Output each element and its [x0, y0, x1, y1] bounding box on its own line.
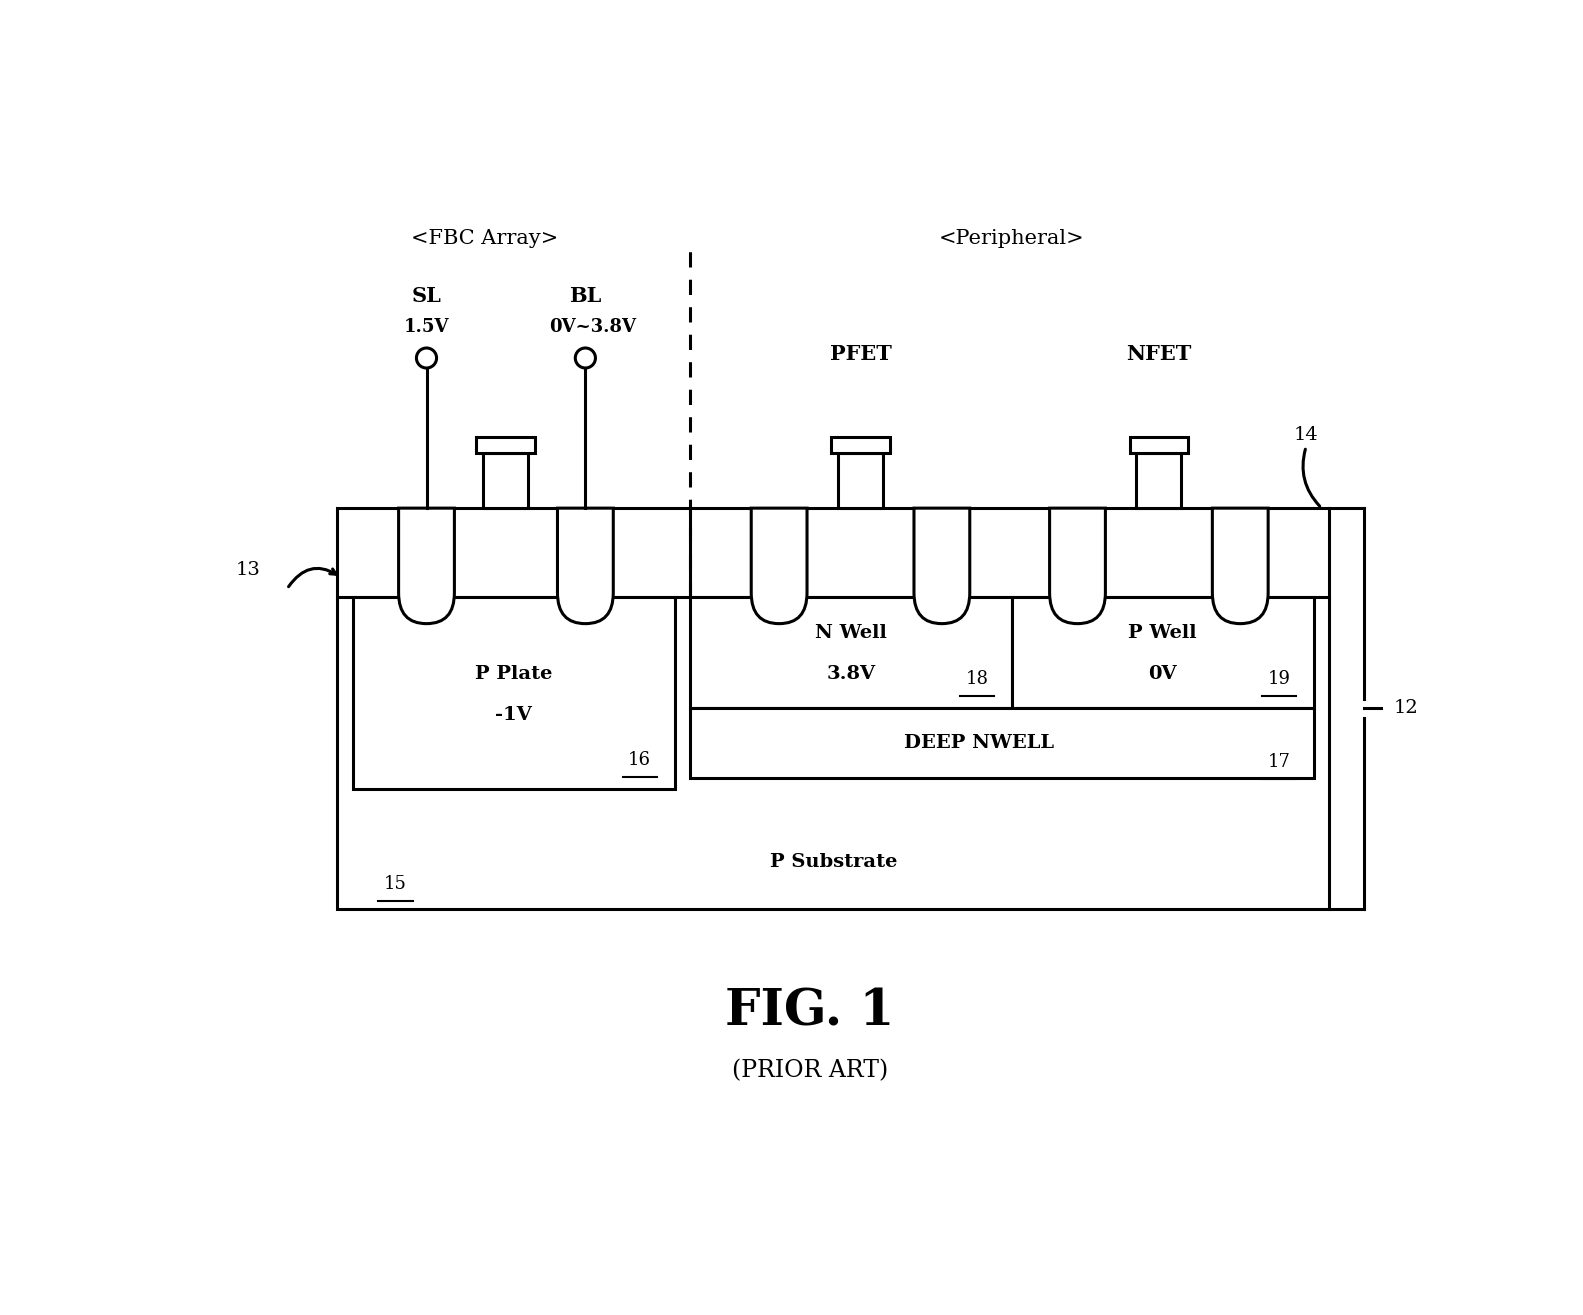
Text: 14: 14 [1293, 426, 1319, 444]
Text: N+: N+ [413, 576, 438, 590]
PathPatch shape [399, 508, 454, 623]
Bar [1130, 438, 1187, 452]
Text: PFET: PFET [829, 345, 891, 364]
PathPatch shape [913, 508, 970, 623]
Text: 12: 12 [1393, 700, 1418, 718]
Bar [690, 597, 1012, 709]
PathPatch shape [752, 508, 807, 623]
Text: 1.5V: 1.5V [404, 318, 450, 337]
Text: FIG. 1: FIG. 1 [725, 988, 894, 1038]
Text: N+: N+ [1227, 576, 1254, 590]
Text: <Peripheral>: <Peripheral> [939, 229, 1084, 249]
Text: 3.8V: 3.8V [826, 665, 875, 682]
Bar [1012, 597, 1314, 709]
Text: 18: 18 [966, 671, 988, 688]
Text: P Substrate: P Substrate [769, 853, 898, 872]
Text: 13: 13 [236, 560, 261, 579]
PathPatch shape [1050, 508, 1105, 623]
PathPatch shape [557, 508, 613, 623]
Text: SL: SL [412, 287, 442, 306]
Text: 15: 15 [385, 874, 407, 893]
Bar [353, 597, 674, 789]
Text: 19: 19 [1268, 671, 1290, 688]
PathPatch shape [1213, 508, 1268, 623]
Text: P Well: P Well [1129, 625, 1197, 642]
Text: 16: 16 [628, 751, 651, 769]
Text: N Well: N Well [815, 625, 886, 642]
Text: -1V: -1V [495, 706, 532, 723]
Text: NFET: NFET [1126, 345, 1192, 364]
Text: N+: N+ [1065, 576, 1091, 590]
Text: BL: BL [570, 287, 602, 306]
Bar [337, 508, 1330, 909]
Text: (PRIOR ART): (PRIOR ART) [731, 1059, 888, 1082]
Bar [1137, 452, 1181, 508]
Text: P+: P+ [768, 576, 792, 590]
Text: P+: P+ [929, 576, 955, 590]
Text: 0V~3.8V: 0V~3.8V [549, 318, 636, 337]
Bar [831, 438, 890, 452]
Text: 0V: 0V [1148, 665, 1178, 682]
Bar [476, 438, 535, 452]
Bar [483, 452, 529, 508]
Text: N+: N+ [573, 576, 598, 590]
Text: DEEP NWELL: DEEP NWELL [904, 734, 1054, 752]
Bar [690, 709, 1314, 777]
Text: <FBC Array>: <FBC Array> [412, 229, 559, 249]
Text: P Plate: P Plate [475, 664, 552, 682]
Bar [837, 452, 883, 508]
Text: 17: 17 [1268, 753, 1290, 772]
